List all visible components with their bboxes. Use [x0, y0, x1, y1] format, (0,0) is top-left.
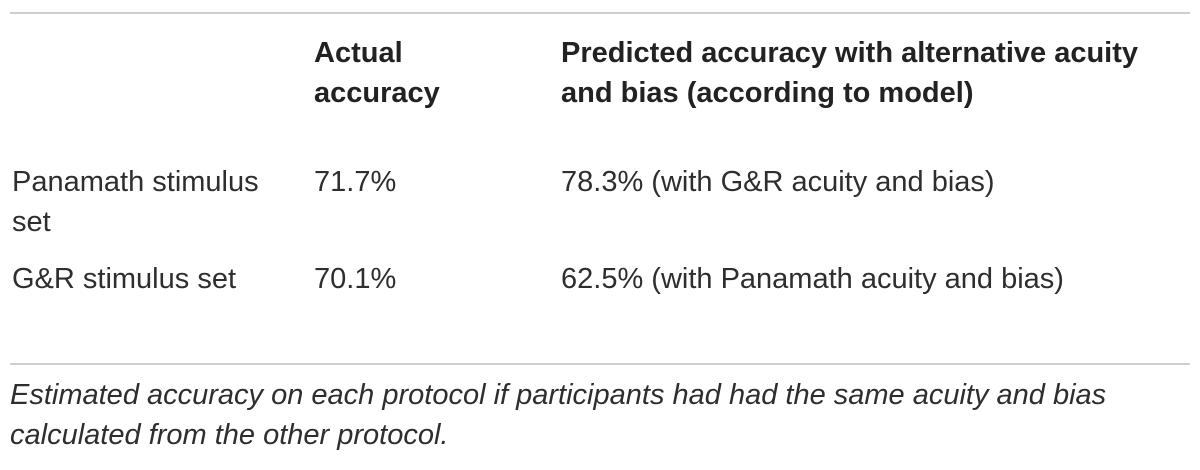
data-table [10, 12, 1190, 14]
header-actual-accuracy: Actual accuracy [314, 37, 440, 109]
table-caption: Estimated accuracy on each protocol if p… [10, 379, 1107, 451]
row-label-panamath: Panamath stimulus set [12, 166, 259, 238]
cell-actual-gr: 70.1% [314, 263, 397, 295]
table-top-rule [10, 12, 1190, 14]
row-label-gr: G&R stimulus set [12, 263, 236, 295]
header-predicted-accuracy: Predicted accuracy with alternative acui… [561, 37, 1139, 109]
cell-predicted-panamath: 78.3% (with G&R acuity and bias) [561, 166, 995, 198]
cell-actual-panamath: 71.7% [314, 166, 397, 198]
table-bottom-rule [10, 363, 1190, 365]
cell-predicted-gr: 62.5% (with Panamath acuity and bias) [561, 263, 1064, 295]
